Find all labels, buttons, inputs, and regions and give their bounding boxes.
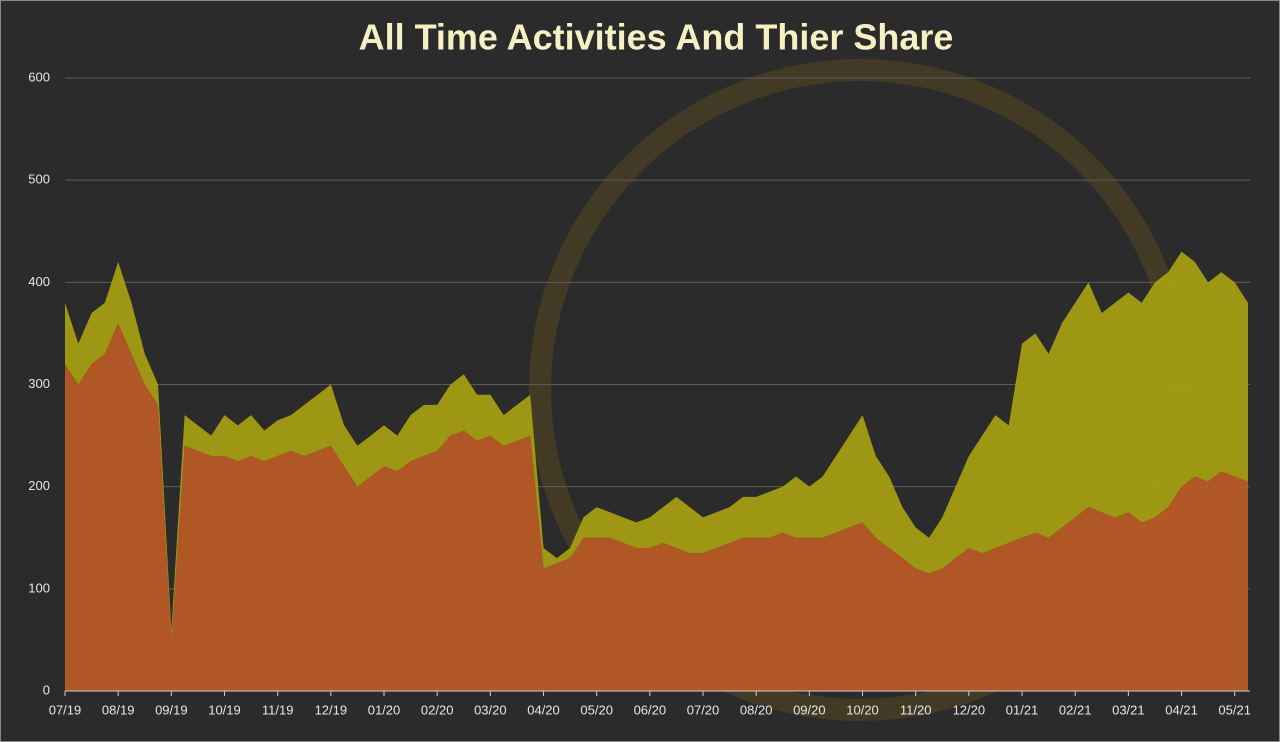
y-tick-label: 0 — [43, 682, 50, 697]
x-tick-label: 01/20 — [368, 702, 401, 717]
x-tick-label: 11/19 — [262, 702, 294, 717]
x-tick-label: 08/19 — [102, 702, 135, 717]
x-tick-label: 09/20 — [793, 702, 826, 717]
x-tick-label: 07/19 — [49, 702, 82, 717]
y-tick-label: 200 — [28, 478, 50, 493]
x-tick-label: 03/21 — [1112, 702, 1145, 717]
x-tick-label: 11/20 — [900, 702, 932, 717]
x-tick-label: 06/20 — [634, 702, 667, 717]
y-tick-label: 400 — [28, 274, 50, 289]
x-tick-label: 02/20 — [421, 702, 454, 717]
x-tick-label: 07/20 — [687, 702, 720, 717]
x-tick-label: 10/20 — [846, 702, 879, 717]
y-tick-label: 100 — [28, 580, 50, 595]
y-tick-label: 600 — [28, 69, 50, 84]
x-tick-label: 03/20 — [474, 702, 507, 717]
x-tick-label: 10/19 — [208, 702, 241, 717]
x-tick-label: 09/19 — [155, 702, 188, 717]
x-tick-label: 12/19 — [315, 702, 348, 717]
x-tick-label: 08/20 — [740, 702, 773, 717]
x-tick-label: 04/21 — [1165, 702, 1198, 717]
y-tick-label: 500 — [28, 172, 50, 187]
x-tick-label: 05/21 — [1218, 702, 1251, 717]
y-tick-label: 300 — [28, 376, 50, 391]
x-tick-label: 12/20 — [953, 702, 986, 717]
x-tick-label: 04/20 — [527, 702, 560, 717]
x-tick-label: 02/21 — [1059, 702, 1092, 717]
x-tick-label: 05/20 — [580, 702, 613, 717]
area — [65, 251, 1248, 640]
chart-title: All Time Activities And Thier Share — [359, 17, 954, 58]
area — [65, 323, 1248, 691]
x-tick-label: 01/21 — [1006, 702, 1039, 717]
